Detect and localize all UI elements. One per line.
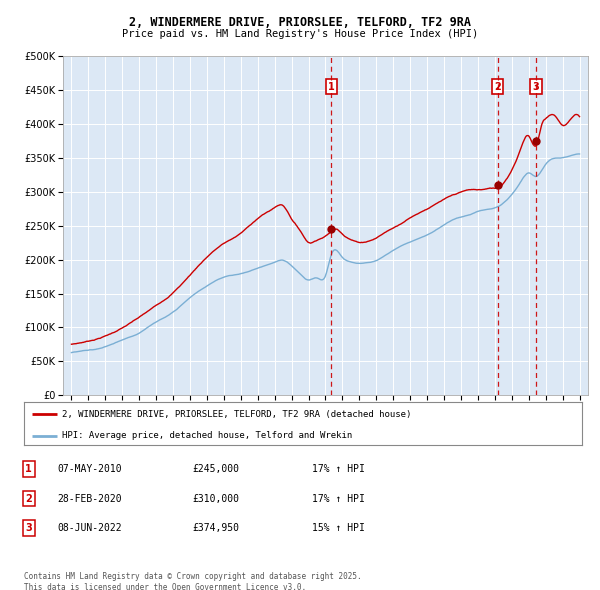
Text: £245,000: £245,000 <box>192 464 239 474</box>
Text: 1: 1 <box>25 464 32 474</box>
Text: 07-MAY-2010: 07-MAY-2010 <box>57 464 122 474</box>
Text: 17% ↑ HPI: 17% ↑ HPI <box>312 464 365 474</box>
Text: 3: 3 <box>25 523 32 533</box>
Text: 3: 3 <box>533 81 539 91</box>
Text: 2: 2 <box>494 81 501 91</box>
Text: 28-FEB-2020: 28-FEB-2020 <box>57 494 122 503</box>
Text: 2, WINDERMERE DRIVE, PRIORSLEE, TELFORD, TF2 9RA (detached house): 2, WINDERMERE DRIVE, PRIORSLEE, TELFORD,… <box>62 410 412 419</box>
Text: 1: 1 <box>328 81 335 91</box>
Text: Contains HM Land Registry data © Crown copyright and database right 2025.
This d: Contains HM Land Registry data © Crown c… <box>24 572 362 590</box>
Text: 17% ↑ HPI: 17% ↑ HPI <box>312 494 365 503</box>
Text: Price paid vs. HM Land Registry's House Price Index (HPI): Price paid vs. HM Land Registry's House … <box>122 30 478 39</box>
Text: 08-JUN-2022: 08-JUN-2022 <box>57 523 122 533</box>
Text: 2: 2 <box>25 494 32 503</box>
Text: 2, WINDERMERE DRIVE, PRIORSLEE, TELFORD, TF2 9RA: 2, WINDERMERE DRIVE, PRIORSLEE, TELFORD,… <box>129 16 471 29</box>
Text: £310,000: £310,000 <box>192 494 239 503</box>
Text: 15% ↑ HPI: 15% ↑ HPI <box>312 523 365 533</box>
Text: HPI: Average price, detached house, Telford and Wrekin: HPI: Average price, detached house, Telf… <box>62 431 352 441</box>
Text: £374,950: £374,950 <box>192 523 239 533</box>
